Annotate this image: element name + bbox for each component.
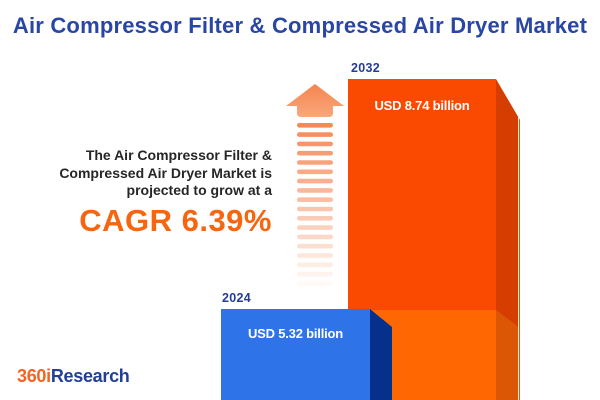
annotation-block: The Air Compressor Filter & Compressed A…	[20, 147, 272, 237]
arrow-head	[286, 84, 344, 117]
logo-360iresearch: 360iResearch	[17, 366, 130, 387]
annotation-line-3: projected to grow at a	[126, 182, 272, 198]
bar-2024-year-label: 2024	[222, 291, 252, 305]
logo-suffix: Research	[50, 366, 130, 386]
bar-2024-side-face	[370, 309, 392, 400]
bar-2032-value-label: USD 8.74 billion	[374, 98, 470, 113]
bar-2024-front-face: USD 5.32 billion	[221, 309, 370, 400]
bar-2032-side-face	[496, 79, 520, 400]
growth-up-arrow-icon	[284, 82, 346, 290]
bar-2024: 2024 USD 5.32 billion	[221, 291, 392, 400]
cagr-value: CAGR 6.39%	[79, 202, 272, 238]
bar-2032-edge-line	[518, 79, 520, 400]
logo-prefix: 360i	[17, 366, 51, 386]
bar-2032-side-lower-shade	[496, 310, 520, 400]
annotation-line-1: The Air Compressor Filter &	[85, 147, 272, 163]
page-title: Air Compressor Filter & Compressed Air D…	[12, 13, 588, 38]
bar-2024-value-label: USD 5.32 billion	[247, 326, 344, 341]
bar-2032-edge-highlight	[517, 79, 519, 400]
bar-2032-year-label: 2032	[351, 61, 381, 75]
annotation-line-2: Compressed Air Dryer Market is	[59, 164, 272, 181]
